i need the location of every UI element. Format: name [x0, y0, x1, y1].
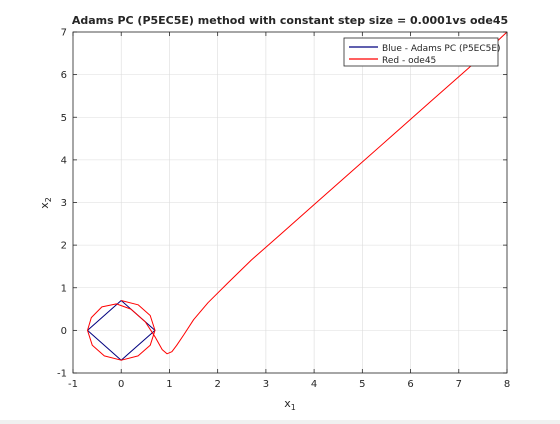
chart-title: Adams PC (P5EC5E) method with constant s… [72, 14, 508, 27]
x-tick-label: 5 [359, 379, 365, 390]
legend: Blue - Adams PC (P5EC5E) Red - ode45 [343, 37, 501, 67]
y-tick-label: 6 [61, 70, 67, 81]
x-tick-label: 2 [214, 379, 220, 390]
x-tick-label: 1 [166, 379, 172, 390]
y-tick-label: -1 [57, 369, 67, 380]
y-tick-label: 5 [61, 113, 67, 124]
x-tick-label: -1 [68, 379, 78, 390]
y-tick-label: 7 [61, 28, 67, 39]
y-tick-label: 2 [61, 241, 67, 252]
legend-label-red: Red - ode45 [382, 56, 436, 66]
x-axis-label-sub: 1 [291, 403, 296, 412]
tick-labels: -1 0 1 2 3 4 5 6 7 8 -1 0 1 2 3 4 5 6 7 [57, 28, 510, 391]
y-axis-label-sub: 2 [44, 197, 53, 202]
legend-box [343, 37, 499, 67]
x-axis-label: x1 [284, 397, 296, 412]
x-tick-label: 0 [118, 379, 124, 390]
x-axis-label-base: x [284, 397, 291, 410]
series-line-1 [87, 31, 508, 361]
y-tick-label: 3 [61, 198, 67, 209]
legend-label-blue: Blue - Adams PC (P5EC5E) [382, 44, 501, 54]
series-lines [87, 31, 508, 361]
y-tick-label: 0 [61, 326, 67, 337]
axis-ticks [72, 31, 508, 374]
x-tick-label: 7 [456, 379, 462, 390]
x-tick-label: 3 [263, 379, 269, 390]
y-tick-label: 1 [61, 283, 67, 294]
y-axis-label-base: x [38, 202, 51, 209]
y-axis-label: x2 [38, 197, 53, 209]
x-tick-label: 8 [504, 379, 510, 390]
x-tick-label: 6 [407, 379, 413, 390]
y-tick-label: 4 [61, 155, 67, 166]
x-tick-label: 4 [311, 379, 317, 390]
